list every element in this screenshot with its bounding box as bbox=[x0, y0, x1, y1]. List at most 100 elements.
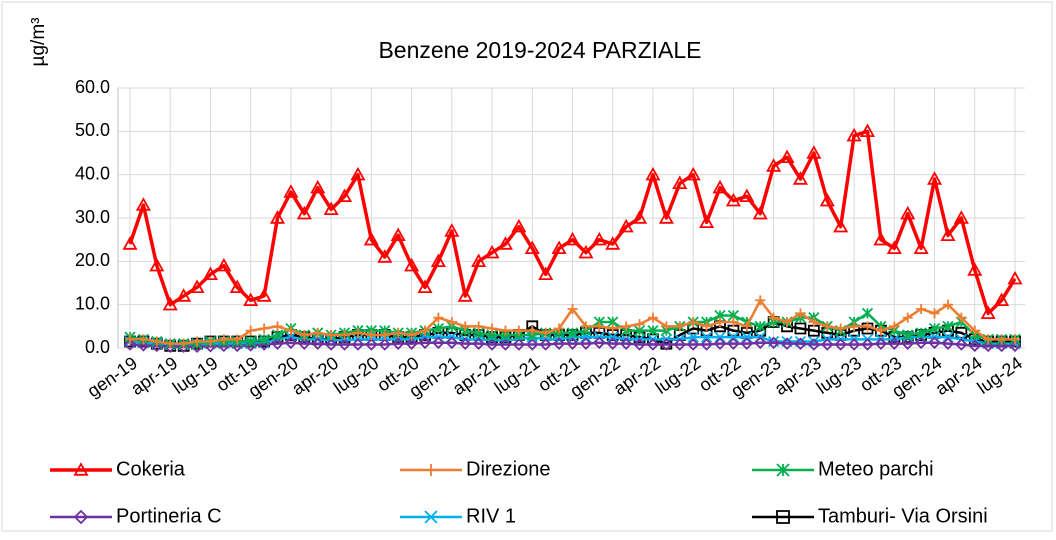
data-point bbox=[686, 338, 700, 351]
data-point bbox=[981, 339, 995, 353]
data-point bbox=[365, 338, 378, 351]
data-point bbox=[377, 249, 393, 263]
legend-label: Tamburi- Via Orsini bbox=[818, 505, 988, 527]
data-point bbox=[378, 338, 392, 351]
y-tick-label: 30.0 bbox=[75, 207, 110, 227]
data-point bbox=[953, 210, 969, 224]
data-point bbox=[538, 266, 554, 281]
series-line bbox=[128, 129, 1017, 316]
data-point bbox=[847, 338, 861, 351]
data-point bbox=[739, 188, 755, 203]
data-point bbox=[634, 319, 645, 330]
data-point bbox=[740, 337, 754, 350]
data-point bbox=[606, 337, 619, 350]
data-point bbox=[272, 321, 283, 332]
data-point bbox=[902, 312, 913, 323]
data-point bbox=[446, 317, 457, 327]
data-point bbox=[125, 334, 135, 345]
data-point bbox=[819, 192, 835, 207]
data-point bbox=[432, 322, 445, 335]
data-point bbox=[754, 320, 766, 332]
data-point bbox=[728, 317, 739, 327]
data-point bbox=[699, 214, 715, 229]
data-point bbox=[673, 329, 686, 341]
data-point bbox=[391, 337, 405, 350]
data-point bbox=[176, 288, 192, 302]
data-point bbox=[122, 236, 138, 250]
data-point bbox=[216, 257, 232, 272]
data-point bbox=[915, 327, 927, 339]
data-point bbox=[619, 337, 633, 350]
data-point bbox=[271, 329, 284, 341]
data-point bbox=[539, 338, 552, 351]
data-point bbox=[472, 337, 485, 350]
data-point bbox=[433, 312, 444, 323]
data-point bbox=[473, 321, 484, 332]
data-point bbox=[418, 336, 432, 350]
data-point bbox=[499, 338, 512, 351]
data-point bbox=[296, 205, 312, 220]
data-point bbox=[605, 236, 621, 250]
legend-marker bbox=[776, 463, 790, 477]
y-tick-label: 40.0 bbox=[75, 163, 110, 183]
data-point bbox=[339, 330, 350, 340]
data-point bbox=[177, 340, 190, 353]
data-point bbox=[794, 337, 807, 350]
data-point bbox=[202, 266, 218, 281]
data-point bbox=[326, 330, 337, 340]
data-point bbox=[458, 337, 472, 350]
data-point bbox=[269, 210, 286, 224]
data-point bbox=[849, 321, 860, 332]
data-point bbox=[700, 331, 713, 343]
data-point bbox=[927, 171, 943, 185]
series-line bbox=[129, 341, 1015, 348]
data-point bbox=[298, 337, 311, 350]
data-point bbox=[256, 288, 272, 302]
data-point bbox=[942, 331, 954, 343]
data-point bbox=[554, 323, 565, 334]
data-point bbox=[862, 321, 873, 332]
data-point bbox=[350, 166, 366, 181]
data-point bbox=[591, 231, 607, 246]
data-point bbox=[768, 312, 779, 323]
y-tick-label: 0.0 bbox=[85, 337, 110, 357]
data-point bbox=[500, 325, 511, 336]
data-point bbox=[685, 166, 701, 181]
data-point bbox=[795, 308, 806, 319]
data-point bbox=[914, 336, 928, 350]
data-point bbox=[633, 338, 646, 351]
data-point bbox=[471, 253, 487, 268]
data-point bbox=[700, 338, 713, 351]
data-point bbox=[551, 240, 567, 255]
data-point bbox=[928, 336, 941, 350]
data-point bbox=[834, 338, 847, 351]
y-tick-label: 20.0 bbox=[75, 250, 110, 270]
data-point bbox=[566, 337, 579, 350]
data-point bbox=[916, 304, 927, 314]
chart-title: Benzene 2019-2024 PARZIALE bbox=[378, 37, 701, 63]
data-point bbox=[138, 334, 149, 345]
legend-marker bbox=[73, 462, 89, 476]
data-point bbox=[672, 175, 688, 190]
data-point bbox=[578, 244, 594, 259]
data-point bbox=[1010, 334, 1020, 345]
data-point bbox=[874, 337, 888, 350]
data-point bbox=[994, 292, 1010, 307]
data-point bbox=[178, 338, 189, 349]
data-point bbox=[189, 279, 205, 294]
data-point bbox=[808, 317, 819, 327]
data-point bbox=[337, 188, 353, 203]
data-point bbox=[792, 171, 808, 185]
data-point bbox=[366, 330, 377, 340]
data-point bbox=[540, 327, 551, 338]
data-point bbox=[794, 322, 807, 335]
data-point bbox=[928, 322, 941, 335]
data-point bbox=[980, 305, 996, 320]
data-point bbox=[725, 192, 741, 207]
data-point bbox=[229, 279, 245, 294]
data-point bbox=[956, 312, 967, 323]
data-point bbox=[712, 179, 728, 194]
data-point bbox=[821, 338, 834, 351]
legend-label: Meteo parchi bbox=[818, 458, 934, 480]
data-point bbox=[741, 331, 753, 343]
